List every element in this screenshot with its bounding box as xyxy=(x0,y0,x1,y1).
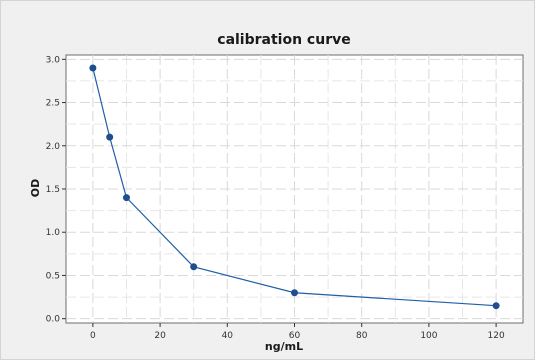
y-tick-label: 0.5 xyxy=(46,271,60,281)
x-tick-label: 120 xyxy=(488,331,505,341)
y-axis-label: OD xyxy=(29,179,42,197)
x-tick-label: 80 xyxy=(356,331,368,341)
chart-title: calibration curve xyxy=(217,32,350,48)
x-tick-label: 60 xyxy=(289,331,301,341)
axes: 0 20 40 60 80 100 120 0.0 0.5 1.0 1.5 2.0 2.5 3.0 xyxy=(46,55,505,341)
x-tick-label: 20 xyxy=(154,331,166,341)
data-point xyxy=(492,302,500,310)
series-line xyxy=(92,67,497,307)
x-tick-label: 0 xyxy=(90,331,96,341)
data-point xyxy=(122,194,130,202)
y-tick-label: 1.5 xyxy=(46,185,60,195)
y-tick-label: 1.0 xyxy=(46,228,61,238)
y-tick-label: 0.0 xyxy=(46,315,61,325)
data-point xyxy=(190,263,198,271)
x-axis-label: ng/mL xyxy=(265,340,303,353)
grid-lines xyxy=(66,55,523,323)
x-tick-label: 40 xyxy=(222,331,234,341)
data-point xyxy=(89,64,97,72)
x-tick-label: 100 xyxy=(420,331,437,341)
data-point xyxy=(106,133,114,141)
data-point xyxy=(291,289,298,297)
y-tick-label: 2.5 xyxy=(46,99,60,109)
y-tick-label: 3.0 xyxy=(46,55,61,65)
series-layer xyxy=(89,64,500,310)
y-tick-label: 2.0 xyxy=(46,142,61,152)
